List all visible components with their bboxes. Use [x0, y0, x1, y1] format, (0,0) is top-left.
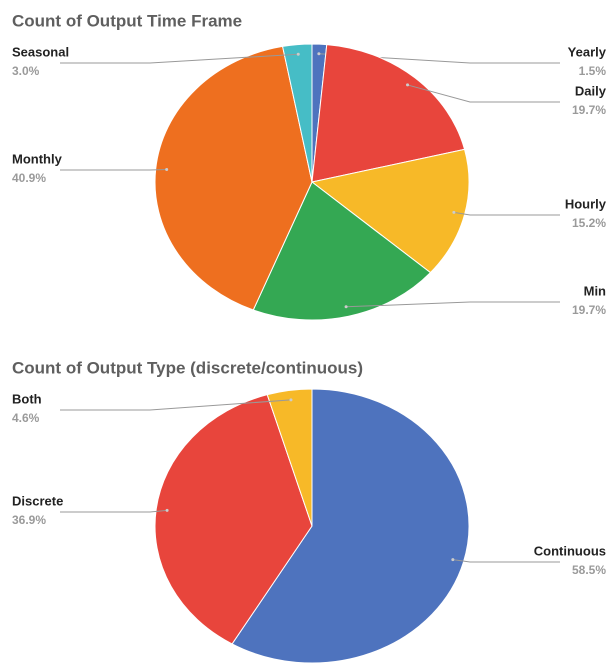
leader-dot — [452, 210, 456, 214]
slice-name: Daily — [575, 83, 607, 98]
pie-slice — [311, 44, 466, 183]
slice-name: Discrete — [12, 493, 63, 508]
slice-percent: 3.0% — [12, 64, 40, 78]
chart-title: Count of Output Time Frame — [12, 11, 242, 30]
slice-name: Min — [584, 283, 606, 298]
pie-slice — [252, 181, 432, 321]
leader-dot — [289, 398, 293, 402]
slice-name: Monthly — [12, 151, 63, 166]
leader-dot — [165, 508, 169, 512]
leader-dot — [451, 558, 455, 562]
leader-dot — [296, 52, 300, 56]
leader-line — [346, 301, 560, 308]
pie-slice — [281, 43, 313, 183]
slice-name: Hourly — [565, 196, 607, 211]
leader-line — [453, 211, 560, 216]
slice-name: Seasonal — [12, 44, 69, 59]
leader-line — [60, 509, 168, 513]
leader-dot — [317, 52, 321, 56]
leader-line — [60, 53, 299, 64]
pie-slice — [266, 388, 313, 527]
slice-name: Continuous — [534, 543, 606, 558]
leader-line — [407, 84, 560, 103]
chart-title: Count of Output Type (discrete/continuou… — [12, 358, 363, 377]
slice-percent: 40.9% — [12, 171, 46, 185]
pie-slice — [310, 148, 470, 274]
leader-line — [452, 559, 560, 563]
pie-slice — [231, 388, 470, 664]
slice-percent: 19.7% — [572, 303, 606, 317]
slice-name: Both — [12, 391, 42, 406]
slice-percent: 19.7% — [572, 103, 606, 117]
leader-dot — [406, 83, 410, 87]
slice-name: Yearly — [568, 44, 607, 59]
slice-percent: 4.6% — [12, 411, 40, 425]
slice-percent: 15.2% — [572, 216, 606, 230]
slice-percent: 1.5% — [579, 64, 607, 78]
slice-percent: 58.5% — [572, 563, 606, 577]
leader-line — [60, 399, 292, 411]
pie-slice — [154, 394, 313, 645]
leader-dot — [165, 168, 169, 172]
slice-percent: 36.9% — [12, 513, 46, 527]
leader-dot — [344, 305, 348, 309]
pie-slice — [154, 45, 313, 311]
